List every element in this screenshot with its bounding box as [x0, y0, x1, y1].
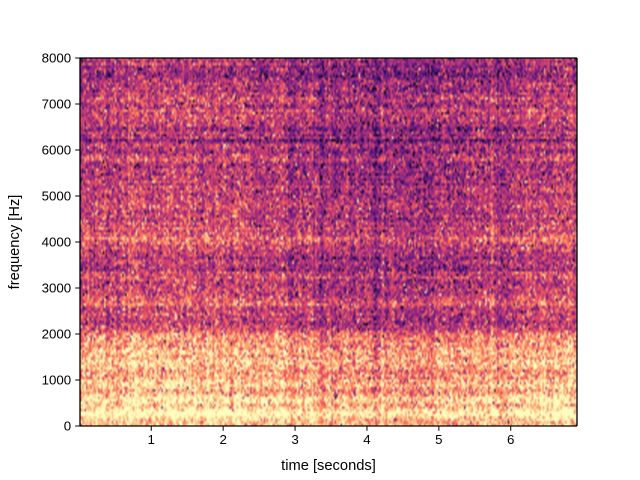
svg-text:3: 3 — [291, 432, 298, 447]
svg-text:5: 5 — [435, 432, 442, 447]
svg-text:time [seconds]: time [seconds] — [281, 458, 376, 474]
svg-text:1000: 1000 — [42, 373, 72, 388]
svg-text:3000: 3000 — [42, 281, 72, 296]
svg-text:6000: 6000 — [42, 143, 72, 158]
svg-text:4: 4 — [363, 432, 370, 447]
svg-text:4000: 4000 — [42, 235, 72, 250]
svg-text:0: 0 — [64, 419, 71, 434]
svg-text:8000: 8000 — [42, 51, 72, 66]
svg-text:7000: 7000 — [42, 97, 72, 112]
svg-text:2000: 2000 — [42, 327, 72, 342]
svg-text:2: 2 — [219, 432, 226, 447]
svg-text:1: 1 — [148, 432, 155, 447]
svg-text:frequency [Hz]: frequency [Hz] — [7, 195, 23, 290]
svg-text:6: 6 — [507, 432, 514, 447]
svg-text:5000: 5000 — [42, 189, 72, 204]
